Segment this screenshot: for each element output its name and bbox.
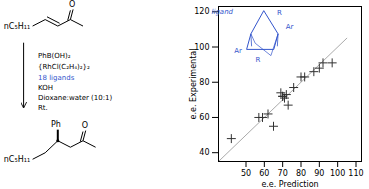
svg-text:120: 120 [194,7,209,16]
svg-text:Dioxane:water (10:1): Dioxane:water (10:1) [38,94,113,102]
svg-text:80: 80 [296,169,306,178]
svg-text:50: 50 [241,169,251,178]
svg-text:90: 90 [314,169,324,178]
svg-text:18 ligands: 18 ligands [38,74,75,82]
svg-text:e.e. Experimental: e.e. Experimental [189,49,198,120]
svg-text:60: 60 [259,169,269,178]
svg-text:ligand: ligand [212,8,234,16]
svg-text:Rt.: Rt. [38,104,48,112]
svg-text:60: 60 [199,113,209,122]
svg-text:110: 110 [348,169,363,178]
svg-text:KOH: KOH [38,84,53,92]
svg-text:O: O [69,0,75,9]
svg-text:O: O [82,121,88,130]
svg-text:100: 100 [330,169,345,178]
svg-text:nC₅H₁₁: nC₅H₁₁ [4,22,30,31]
svg-text:80: 80 [199,78,209,87]
svg-text:100: 100 [194,42,210,52]
svg-text:Ph: Ph [51,120,61,129]
svg-text:{RhCl(C₂H₄)₂}₂: {RhCl(C₂H₄)₂}₂ [38,63,90,71]
svg-text:40: 40 [199,148,209,157]
svg-text:70: 70 [278,169,288,178]
svg-text:Ar: Ar [234,47,242,55]
svg-text:e.e. Prediction: e.e. Prediction [261,180,318,189]
svg-text:R: R [256,56,261,64]
svg-text:Ar: Ar [286,23,294,31]
svg-text:PhB(OH)₂: PhB(OH)₂ [38,52,71,60]
svg-text:R: R [277,9,282,17]
svg-text:nC₅H₁₁: nC₅H₁₁ [4,155,30,164]
